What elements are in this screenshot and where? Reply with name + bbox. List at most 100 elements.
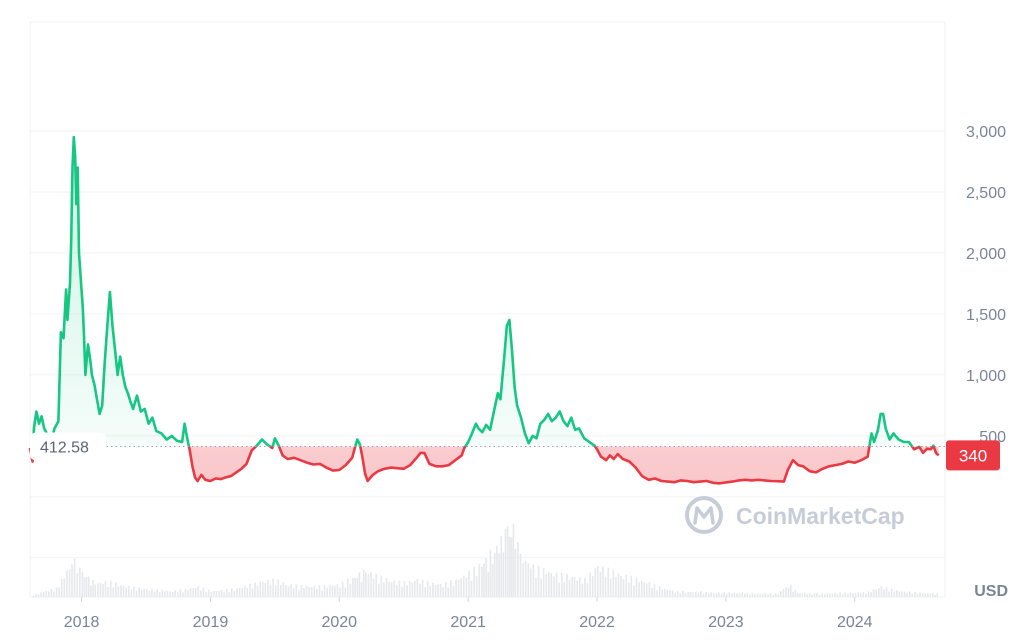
volume-bar xyxy=(700,591,702,597)
volume-bar xyxy=(823,594,826,597)
volume-bar xyxy=(450,580,452,597)
volume-bar xyxy=(489,549,492,597)
volume-bar xyxy=(272,578,274,597)
volume-bar xyxy=(354,578,356,597)
volume-bar xyxy=(906,593,908,597)
volume-bar xyxy=(388,581,390,597)
volume-bar xyxy=(535,577,537,597)
volume-bar xyxy=(251,588,254,597)
volume-bar xyxy=(220,590,223,597)
volume-bar xyxy=(612,570,615,597)
volume-bar xyxy=(274,585,277,597)
volume-bar xyxy=(148,590,151,597)
volume-bar xyxy=(202,587,205,597)
volume-bar xyxy=(818,594,821,597)
volume-bar xyxy=(104,581,107,597)
volume-bar xyxy=(349,583,352,597)
volume-bar xyxy=(643,582,645,597)
volume-bar xyxy=(406,585,408,597)
volume-bar xyxy=(88,576,90,597)
volume-bar xyxy=(697,593,700,597)
volume-bar xyxy=(478,563,481,597)
volume-bar xyxy=(179,589,182,597)
volume-bar xyxy=(586,583,589,597)
y-tick-label: 1,000 xyxy=(966,368,1006,385)
volume-bar xyxy=(55,587,58,597)
volume-bar xyxy=(715,593,718,597)
volume-bar xyxy=(591,576,594,597)
volume-bar xyxy=(801,593,804,597)
volume-bar xyxy=(576,580,578,597)
volume-bar xyxy=(81,571,84,597)
volume-bar xyxy=(122,585,125,597)
volume-bar xyxy=(231,588,233,597)
volume-bar xyxy=(455,579,457,597)
volume-bar xyxy=(233,590,236,597)
volume-bar xyxy=(630,575,633,597)
volume-bar xyxy=(393,580,395,597)
volume-bar xyxy=(849,592,852,597)
volume-bar xyxy=(859,593,862,597)
volume-bar xyxy=(92,580,94,597)
volume-bar xyxy=(589,572,591,597)
volume-bar xyxy=(684,592,687,597)
volume-bar xyxy=(919,592,921,597)
volume-bar xyxy=(510,537,513,597)
volume-bar xyxy=(213,590,215,597)
volume-bar xyxy=(171,592,174,597)
volume-bar xyxy=(705,591,707,597)
volume-bar xyxy=(76,573,78,597)
volume-bar xyxy=(934,594,936,597)
x-tick-label: 2020 xyxy=(321,614,357,631)
volume-bar xyxy=(617,573,620,597)
volume-bar xyxy=(658,586,661,597)
volume-bar xyxy=(372,578,375,597)
volume-bar xyxy=(718,592,720,597)
volume-bar xyxy=(839,592,841,597)
volume-bar xyxy=(184,588,187,597)
volume-bar xyxy=(127,585,130,597)
volume-bar xyxy=(622,579,625,597)
volume-bar xyxy=(862,591,865,597)
volume-bar xyxy=(854,593,857,597)
volume-bar xyxy=(419,584,421,597)
volume-bar xyxy=(426,581,429,597)
volume-bar xyxy=(785,587,787,597)
volume-bar xyxy=(545,574,548,597)
volume-bar xyxy=(517,542,519,597)
volume-bar xyxy=(403,581,406,597)
volume-bar xyxy=(321,590,323,597)
volume-bar xyxy=(728,592,731,597)
volume-bar xyxy=(66,570,68,597)
volume-bar xyxy=(852,593,854,597)
volume-bar xyxy=(112,587,115,597)
x-tick-label: 2018 xyxy=(64,614,100,631)
volume-bar xyxy=(344,587,347,597)
volume-bars xyxy=(32,523,938,597)
volume-bar xyxy=(58,587,60,597)
volume-bar xyxy=(429,586,432,597)
volume-bar xyxy=(210,591,212,597)
volume-bar xyxy=(841,594,844,597)
volume-bar xyxy=(756,593,759,597)
volume-bar xyxy=(437,584,439,597)
volume-bar xyxy=(90,585,92,597)
volume-bar xyxy=(836,593,839,597)
volume-bar xyxy=(741,592,743,597)
volume-bar xyxy=(646,583,648,597)
volume-bar xyxy=(638,582,640,597)
volume-bar xyxy=(282,582,285,597)
volume-bar xyxy=(597,566,599,597)
volume-bar xyxy=(674,592,676,597)
y-tick-label: 1,500 xyxy=(966,307,1006,324)
volume-bar xyxy=(269,584,272,597)
volume-bar xyxy=(607,567,609,597)
volume-bar xyxy=(548,572,550,597)
volume-bar xyxy=(445,582,447,597)
volume-bar xyxy=(99,582,102,597)
volume-bar xyxy=(138,587,140,597)
volume-bar xyxy=(424,587,426,597)
volume-bar xyxy=(378,583,380,597)
